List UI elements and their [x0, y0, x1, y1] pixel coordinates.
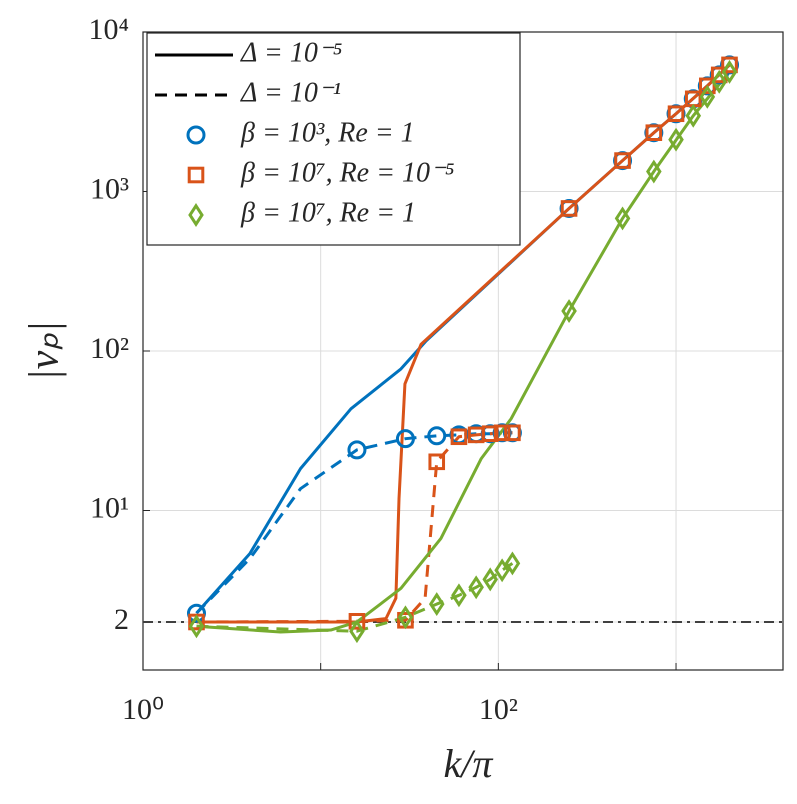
- marker: [481, 425, 499, 443]
- series-line: [196, 63, 731, 624]
- marker: [493, 424, 511, 442]
- marker: [561, 299, 577, 324]
- x-axis-label: k/π: [444, 741, 494, 786]
- series-line: [196, 70, 731, 634]
- marker: [348, 612, 366, 630]
- series-line: [196, 562, 514, 633]
- marker: [685, 103, 702, 128]
- marker: [395, 429, 415, 449]
- marker: [721, 56, 738, 74]
- y-tick-label: 2: [114, 603, 129, 636]
- marker: [186, 603, 206, 623]
- marker: [188, 614, 205, 639]
- marker: [699, 84, 716, 109]
- marker: [614, 152, 631, 169]
- marker: [428, 592, 445, 617]
- legend-marker: [187, 166, 205, 184]
- marker: [347, 440, 367, 460]
- marker: [349, 619, 365, 644]
- marker: [711, 69, 728, 94]
- marker: [450, 428, 468, 446]
- y-tick-label: 10⁴: [89, 13, 129, 46]
- legend-label: Δ = 10⁻⁵: [240, 37, 343, 68]
- marker: [427, 426, 447, 446]
- marker: [397, 605, 414, 630]
- marker: [667, 105, 685, 123]
- legend-label: β = 10⁷, Re = 1: [240, 197, 416, 228]
- marker: [721, 59, 738, 84]
- legend-label: β = 10³, Re = 1: [240, 117, 415, 148]
- legend-label: β = 10⁷, Re = 10⁻⁵: [240, 157, 455, 188]
- marker: [468, 575, 484, 600]
- y-tick-label: 10¹: [90, 491, 129, 524]
- marker: [645, 124, 663, 141]
- marker: [560, 200, 578, 217]
- legend-marker: [188, 203, 204, 227]
- marker: [451, 583, 467, 608]
- marker: [646, 159, 662, 184]
- legend-label: Δ = 10⁻¹: [240, 77, 341, 108]
- x-tick-label: 10⁰: [122, 693, 164, 726]
- legend-marker: [186, 125, 206, 145]
- y-tick-label: 10²: [90, 332, 129, 365]
- plot-frame: [142, 31, 784, 671]
- marker: [668, 127, 684, 152]
- marker: [494, 558, 510, 583]
- marker: [428, 453, 446, 471]
- y-axis-label: |vₚ|: [22, 321, 68, 381]
- y-tick-label: 10³: [90, 172, 129, 205]
- marker: [504, 551, 521, 576]
- legend-box: [146, 32, 521, 246]
- marker: [614, 206, 631, 231]
- marker: [504, 424, 521, 442]
- marker: [482, 567, 499, 592]
- x-tick-label: 10²: [479, 693, 518, 726]
